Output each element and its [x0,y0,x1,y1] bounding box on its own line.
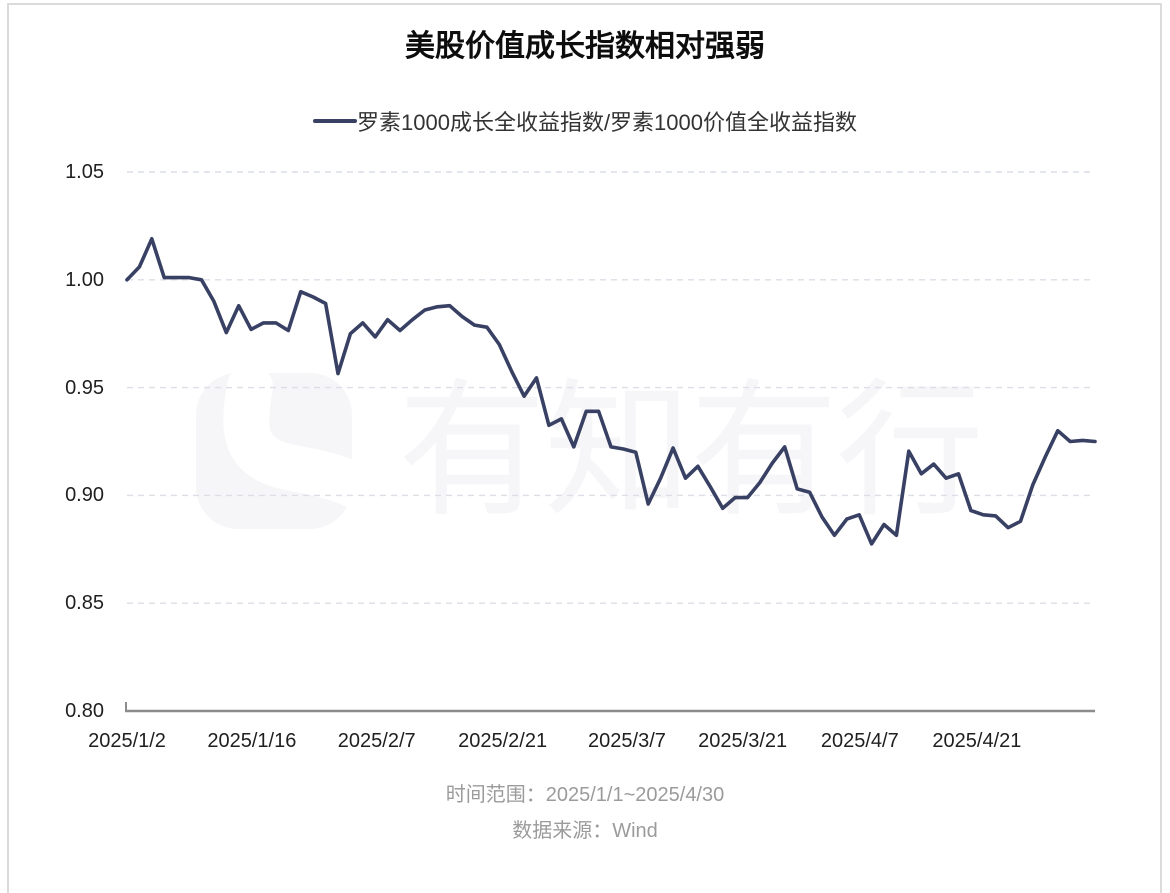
y-tick-label: 1.00 [65,268,104,291]
y-tick-label: 1.05 [65,161,104,183]
legend: 罗素1000成长全收益指数/罗素1000价值全收益指数 [0,107,1170,135]
footer-time-range: 时间范围：2025/1/1~2025/4/30 [445,784,725,806]
x-tick-label: 2025/2/21 [458,730,548,752]
legend-line-swatch [313,118,357,124]
x-tick-label: 2025/4/21 [932,730,1022,752]
watermark-text: 有知有行 [398,369,984,534]
grid-layer [127,171,1095,604]
x-tick-label: 2025/3/21 [698,730,788,752]
y-tick-label: 0.85 [65,592,104,615]
x-tick-label: 2025/2/7 [337,730,416,752]
x-tick-label: 2025/1/2 [88,730,166,752]
series-line [125,237,1097,546]
footer-source: 数据来源：Wind [512,820,658,842]
series-polyline [125,237,1097,546]
y-tick-label: 0.80 [65,700,104,722]
watermark-logo [196,373,352,529]
chart-title: 美股价值成长指数相对强弱 [405,30,765,63]
x-tick-label: 2025/4/7 [820,730,899,752]
legend-label: 罗素1000成长全收益指数/罗素1000价值全收益指数 [357,110,857,135]
x-tick-label: 2025/1/16 [207,730,297,752]
x-tick-label: 2025/3/7 [588,730,666,752]
x-axis-line [125,702,1095,713]
y-tick-label: 0.95 [65,376,104,399]
y-tick-label: 0.90 [65,484,104,507]
